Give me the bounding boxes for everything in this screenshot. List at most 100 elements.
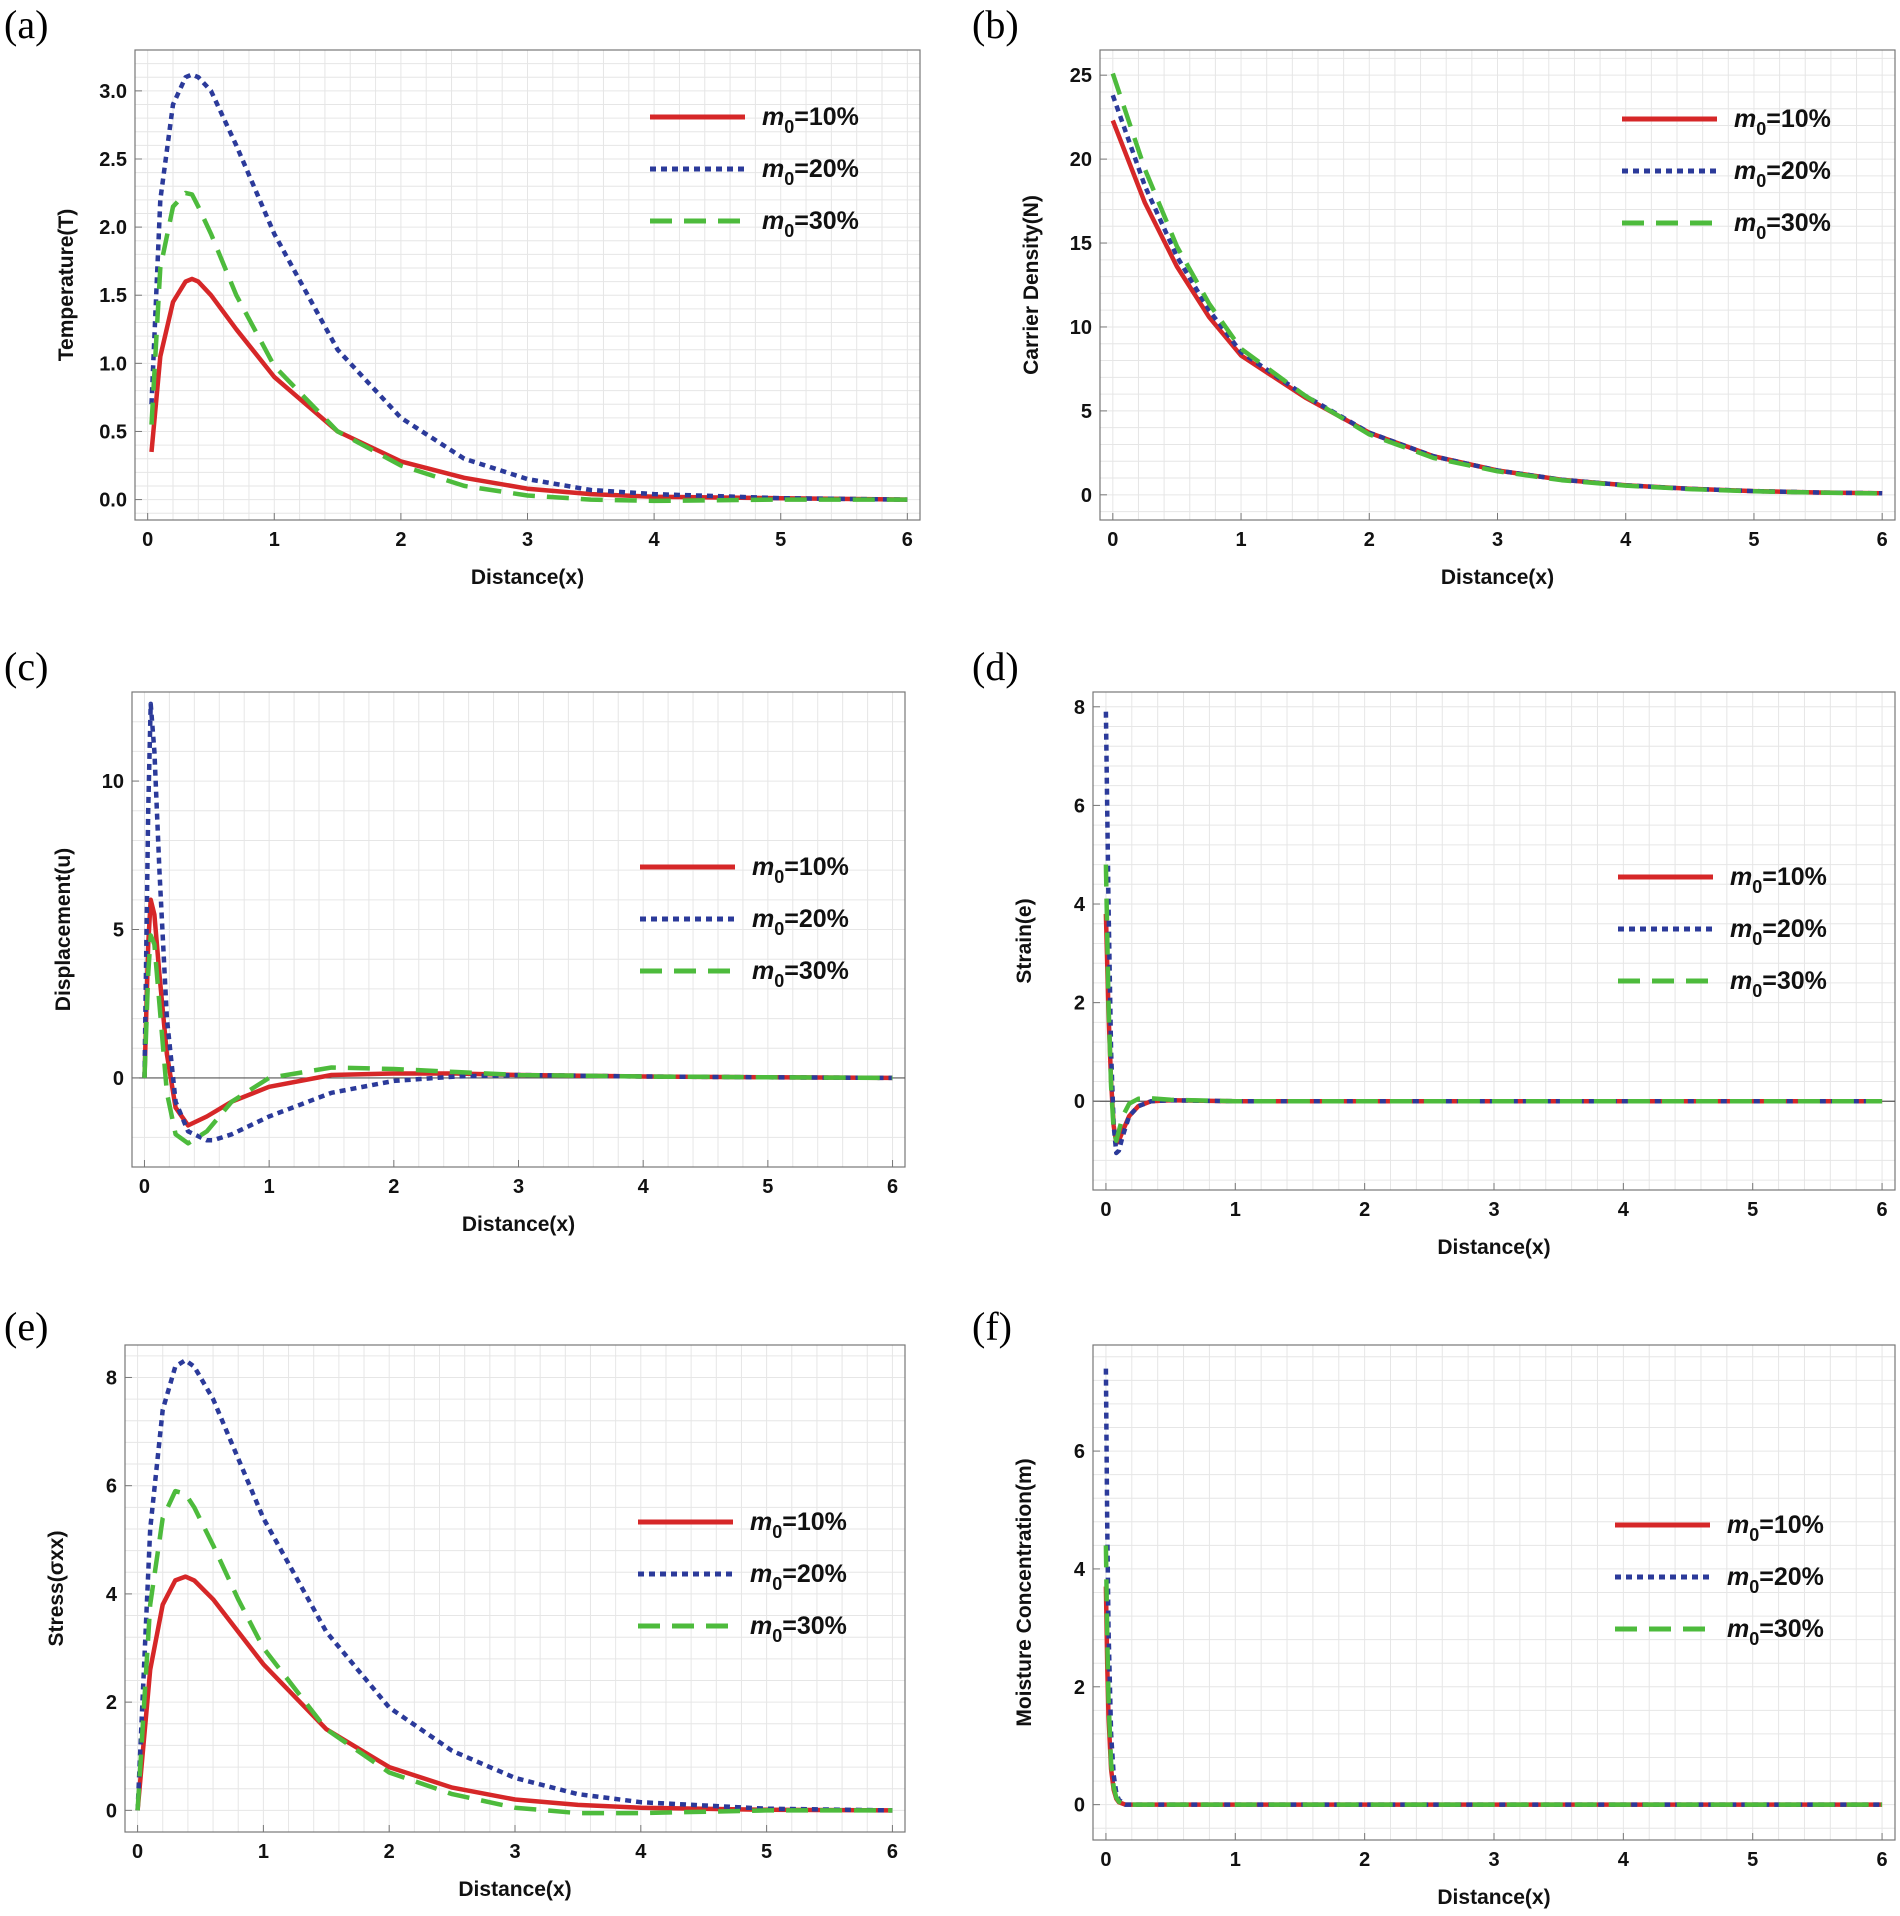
legend-rest: =30% xyxy=(794,207,859,235)
y-tick-label: 2.0 xyxy=(99,217,127,239)
grid-lines xyxy=(125,1345,905,1832)
legend-rest: =10% xyxy=(1762,863,1827,891)
legend-sub: 0 xyxy=(774,919,784,939)
y-axis-title: Temperature(T) xyxy=(55,209,78,361)
x-tick-label: 4 xyxy=(1618,1199,1630,1221)
x-tick-label: 2 xyxy=(1359,1199,1370,1221)
x-axis-title: Distance(x) xyxy=(1441,566,1554,589)
y-tick-label: 5 xyxy=(113,920,124,942)
series-line-m0-10 xyxy=(135,1574,893,1813)
legend-var: m xyxy=(1727,1511,1749,1539)
y-tick-label: 0 xyxy=(1074,1091,1085,1113)
y-axis-title: Displacement(u) xyxy=(52,848,75,1011)
y-axis-title: Strain(e) xyxy=(1013,898,1036,983)
legend-label-m0-30: m0=30% xyxy=(762,207,859,241)
legend: m0=10%m0=20%m0=30% xyxy=(650,103,859,241)
x-tick-label: 2 xyxy=(1359,1849,1370,1871)
legend-rest: =20% xyxy=(1762,915,1827,943)
y-tick-label: 1.0 xyxy=(99,353,127,375)
x-tick-label: 5 xyxy=(762,1176,773,1198)
x-tick-label: 1 xyxy=(258,1841,269,1863)
legend-label-m0-30: m0=30% xyxy=(750,1612,847,1646)
y-tick-label: 2 xyxy=(1074,993,1085,1015)
grid-lines xyxy=(1093,1345,1895,1840)
y-axis-title: Moisture Concentration(m) xyxy=(1013,1458,1036,1726)
grid-lines xyxy=(135,50,920,520)
legend-var: m xyxy=(1730,863,1752,891)
legend-sub: 0 xyxy=(784,169,794,189)
x-tick-label: 4 xyxy=(649,529,661,551)
x-tick-label: 1 xyxy=(1230,1199,1241,1221)
legend-sub: 0 xyxy=(772,1522,782,1542)
x-tick-label: 2 xyxy=(388,1176,399,1198)
y-tick-label: 0 xyxy=(113,1068,124,1090)
legend-sub: 0 xyxy=(1752,877,1762,897)
legend-var: m xyxy=(1727,1563,1749,1591)
x-tick-label: 6 xyxy=(887,1176,898,1198)
x-tick-label: 2 xyxy=(384,1841,395,1863)
series-group xyxy=(1110,72,1883,496)
legend-var: m xyxy=(1734,157,1756,185)
x-tick-label: 4 xyxy=(1618,1849,1630,1871)
grid-lines xyxy=(1100,50,1895,520)
legend-rest: =20% xyxy=(794,155,859,183)
y-axis-title: Stress(σxx) xyxy=(45,1531,68,1647)
legend-label-m0-30: m0=30% xyxy=(1730,967,1827,1001)
legend-sub: 0 xyxy=(772,1574,782,1594)
x-tick-label: 3 xyxy=(1488,1849,1499,1871)
x-tick-label: 5 xyxy=(761,1841,772,1863)
x-tick-label: 3 xyxy=(509,1841,520,1863)
x-tick-label: 3 xyxy=(513,1176,524,1198)
series-group xyxy=(1103,711,1883,1156)
legend-var: m xyxy=(752,853,774,881)
series-group xyxy=(142,701,893,1146)
legend-sub: 0 xyxy=(1752,929,1762,949)
y-axis-title: Carrier Density(N) xyxy=(1020,195,1043,375)
legend: m0=10%m0=20%m0=30% xyxy=(1618,863,1827,1001)
legend-sub: 0 xyxy=(1749,1577,1759,1597)
chart-panel-3: (c) 0 1 2 3 4 5 6 0 5 10 Distance(x) Displacement(u)… xyxy=(4,644,906,1236)
y-tick-label: 6 xyxy=(106,1476,117,1498)
series-line-m0-30 xyxy=(1110,72,1883,496)
y-tick-label: 1.5 xyxy=(99,285,127,307)
legend-sub: 0 xyxy=(1749,1629,1759,1649)
series-line-m0-30 xyxy=(142,933,893,1146)
x-tick-label: 5 xyxy=(1748,529,1759,551)
legend-sub: 0 xyxy=(772,1626,782,1646)
y-tick-label: 5 xyxy=(1081,401,1092,423)
legend-sub: 0 xyxy=(784,221,794,241)
x-tick-label: 6 xyxy=(1877,1849,1888,1871)
series-line-m0-20 xyxy=(135,1357,893,1813)
series-group xyxy=(149,72,908,504)
legend-sub: 0 xyxy=(1756,171,1766,191)
chart-panel-1: (a) 0 1 2 3 4 5 6 0.0 0.5 1.0 1.5 2.0 2.5 3.0 Distance(… xyxy=(4,2,921,589)
x-axis-title: Distance(x) xyxy=(471,566,584,589)
legend-rest: =10% xyxy=(784,853,849,881)
x-tick-label: 1 xyxy=(264,1176,275,1198)
y-tick-label: 10 xyxy=(102,771,124,793)
legend: m0=10%m0=20%m0=30% xyxy=(638,1508,847,1646)
x-axis-title: Distance(x) xyxy=(462,1213,575,1236)
x-tick-label: 1 xyxy=(269,529,280,551)
legend-var: m xyxy=(1730,967,1752,995)
legend-var: m xyxy=(762,207,784,235)
x-tick-label: 6 xyxy=(1877,529,1888,551)
x-tick-label: 5 xyxy=(1747,1199,1758,1221)
legend-label-m0-20: m0=20% xyxy=(750,1560,847,1594)
series-group xyxy=(1103,1368,1883,1807)
legend-var: m xyxy=(752,905,774,933)
y-tick-label: 2 xyxy=(106,1692,117,1714)
x-tick-label: 3 xyxy=(522,529,533,551)
legend-rest: =30% xyxy=(1759,1615,1824,1643)
x-tick-label: 4 xyxy=(638,1176,650,1198)
x-tick-label: 4 xyxy=(635,1841,647,1863)
chart-panel-2: (b) 0 1 2 3 4 5 6 0 5 10 15 20 25 Distance(x) Carrier D… xyxy=(972,2,1896,589)
legend-var: m xyxy=(1727,1615,1749,1643)
x-tick-label: 2 xyxy=(395,529,406,551)
legend-rest: =30% xyxy=(1766,209,1831,237)
legend-sub: 0 xyxy=(774,971,784,991)
series-line-m0-10 xyxy=(149,276,908,502)
legend-sub: 0 xyxy=(784,117,794,137)
x-tick-label: 0 xyxy=(142,529,153,551)
